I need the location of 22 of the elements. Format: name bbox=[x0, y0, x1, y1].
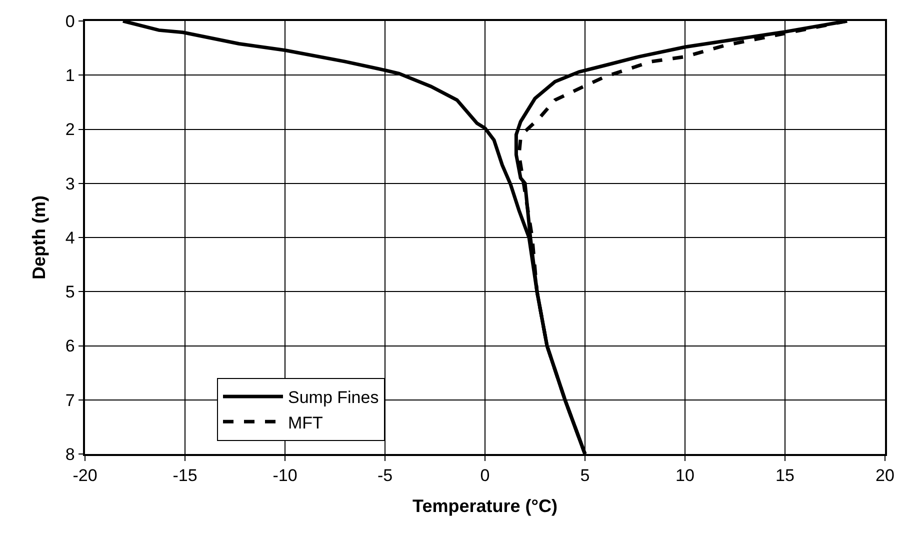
x-tick-label: -5 bbox=[377, 466, 393, 486]
x-tick-label: 20 bbox=[876, 466, 894, 486]
y-tick-label: 5 bbox=[65, 282, 75, 302]
x-tick-label: -10 bbox=[272, 466, 298, 486]
y-tick-label: 0 bbox=[65, 12, 75, 31]
x-tick-label: 15 bbox=[776, 466, 794, 486]
x-tick-label: 5 bbox=[580, 466, 590, 486]
y-tick-label: 8 bbox=[65, 444, 75, 464]
y-axis-title: Depth (m) bbox=[29, 196, 50, 280]
y-tick-label: 6 bbox=[65, 336, 75, 356]
y-tick-label: 7 bbox=[65, 390, 75, 410]
x-tick-label: -15 bbox=[172, 466, 198, 486]
x-tick-label: 0 bbox=[480, 466, 490, 486]
x-axis-title: Temperature (°C) bbox=[412, 496, 558, 516]
x-tick-label: 10 bbox=[676, 466, 694, 486]
legend-label: MFT bbox=[288, 413, 323, 432]
x-tick-label: -20 bbox=[72, 466, 98, 486]
y-tick-label: 2 bbox=[65, 120, 75, 140]
legend-label: Sump Fines bbox=[288, 388, 379, 408]
y-tick-label: 3 bbox=[65, 174, 75, 194]
y-tick-label: 1 bbox=[65, 66, 75, 86]
y-tick-label: 4 bbox=[65, 228, 75, 248]
